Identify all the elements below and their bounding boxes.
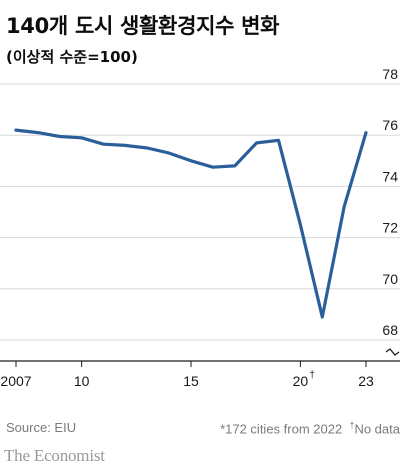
- y-tick-label-72: 72: [382, 220, 398, 236]
- y-tick-label-78: 78: [382, 66, 398, 82]
- x-tick-label-23: 23: [358, 373, 374, 389]
- footnote-asterisk: *: [220, 421, 226, 437]
- footnote-cities: 172 cities from 2022: [225, 421, 343, 437]
- y-tick-label-70: 70: [382, 271, 398, 287]
- chart-title: 140개 도시 생활환경지수 변화: [6, 14, 280, 38]
- y-tick-label-68: 68: [382, 322, 398, 338]
- series-line: [14, 128, 368, 319]
- y-tick-label-74: 74: [382, 168, 398, 184]
- footnote-dagger: †: [349, 420, 355, 430]
- chart-subtitle: (이상적 수준=100): [6, 48, 138, 66]
- x-tick-label-2007: 2007: [0, 373, 31, 389]
- x-tick-label-10: 10: [74, 373, 90, 389]
- footnote: *172 cities from 2022 †No data: [220, 420, 400, 436]
- y-tick-label-76: 76: [382, 117, 398, 133]
- footnote-no-data: No data: [354, 421, 400, 437]
- economist-logo: The Economist: [4, 446, 105, 465]
- source-note: Source: EIU: [6, 420, 77, 435]
- x-tick-footnote-mark: †: [309, 370, 315, 381]
- axis-break-marker: [385, 348, 400, 356]
- x-tick-label-15: 15: [183, 373, 199, 389]
- x-tick-label-20: 20: [293, 373, 309, 389]
